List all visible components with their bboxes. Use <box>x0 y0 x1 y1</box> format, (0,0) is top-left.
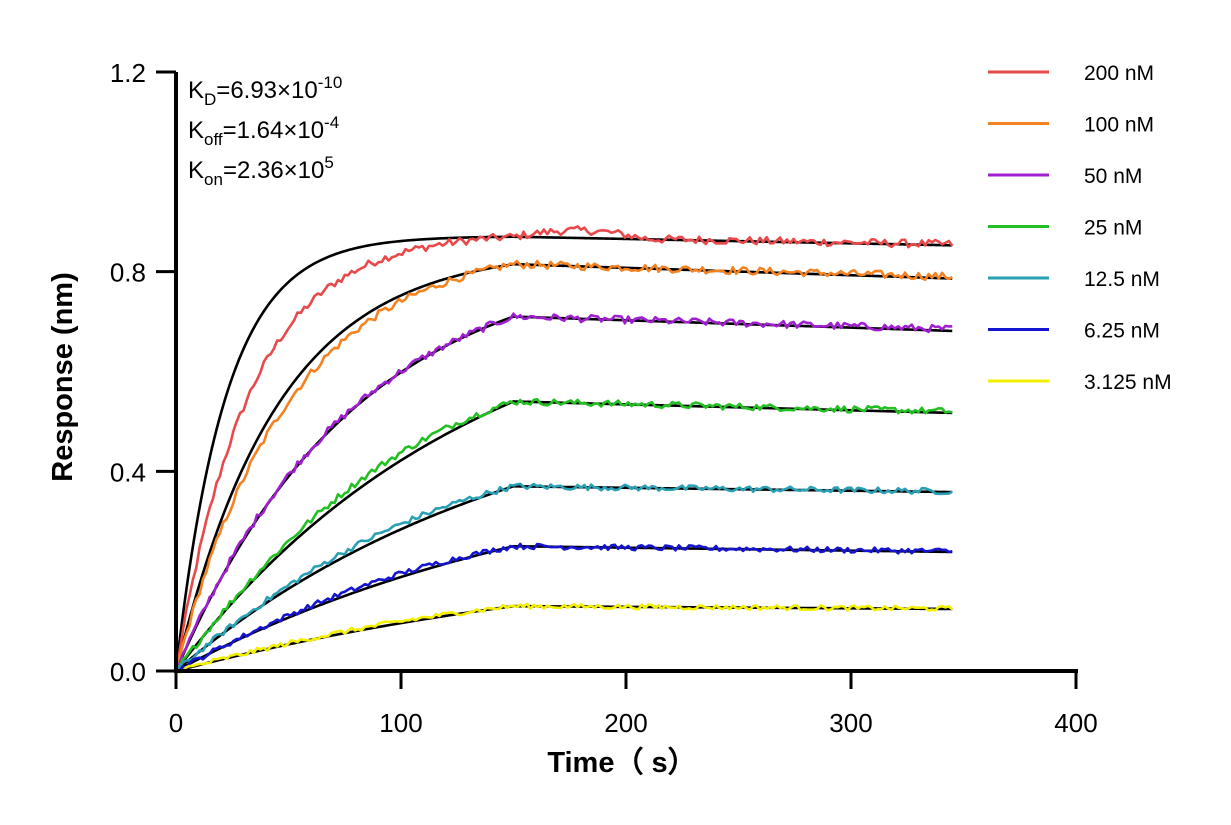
response-curves <box>174 225 954 674</box>
y-tick-label: 1.2 <box>110 58 146 88</box>
legend-label: 3.125 nM <box>1084 371 1172 394</box>
y-tick-label: 0.4 <box>110 457 146 487</box>
tick-marks <box>156 70 1078 689</box>
kinetic-subscript: D <box>204 90 216 109</box>
y-tick-label: 0.8 <box>110 258 146 288</box>
y-axis-title: Response (nm) <box>47 272 79 481</box>
fit-curve <box>174 315 953 672</box>
kinetic-constant: Kon=2.36×105 <box>188 153 334 189</box>
kinetic-symbol: K <box>188 117 204 144</box>
legend-label: 100 nM <box>1084 114 1154 137</box>
x-tick-label: 200 <box>604 708 647 738</box>
x-tick-label: 100 <box>379 708 422 738</box>
legend-label: 200 nM <box>1084 62 1154 85</box>
series-line <box>175 482 953 672</box>
series-line <box>175 602 954 674</box>
tick-labels: 0 100 200 300 400 0.0 0.4 0.8 1.2 <box>110 58 1098 738</box>
kinetic-value: =1.64×10 <box>223 117 324 144</box>
kinetic-value: =6.93×10 <box>216 77 317 104</box>
legend-label: 50 nM <box>1084 165 1142 188</box>
kinetic-constant: KD=6.93×10-10 <box>188 73 342 109</box>
kinetic-subscript: on <box>204 170 223 189</box>
kinetic-symbol: K <box>188 77 204 104</box>
fit-curve <box>174 400 953 672</box>
legend-label: 6.25 nM <box>1084 320 1160 343</box>
x-tick-label: 300 <box>829 708 872 738</box>
kinetic-exponent: 5 <box>324 153 333 172</box>
series-line <box>175 542 953 673</box>
kinetic-constant: Koff=1.64×10-4 <box>188 113 339 149</box>
legend: 200 nM 100 nM 50 nM 25 nM 12.5 nM 6.25 nM 3.12… <box>988 62 1172 394</box>
kinetic-symbol: K <box>188 157 204 184</box>
legend-label: 25 nM <box>1084 217 1142 240</box>
series-line <box>174 259 953 672</box>
series-line <box>174 312 953 672</box>
series-line <box>174 225 954 672</box>
x-axis-title: Time（ s） <box>547 746 696 779</box>
series-line <box>174 397 953 672</box>
y-tick-label: 0.0 <box>110 657 146 687</box>
kinetic-exponent: -10 <box>318 73 343 92</box>
kinetic-subscript: off <box>204 130 223 149</box>
x-tick-label: 0 <box>169 708 183 738</box>
kinetic-exponent: -4 <box>324 113 339 132</box>
kinetic-value: =2.36×10 <box>223 157 324 184</box>
legend-label: 12.5 nM <box>1084 268 1160 291</box>
x-tick-label: 400 <box>1054 708 1097 738</box>
